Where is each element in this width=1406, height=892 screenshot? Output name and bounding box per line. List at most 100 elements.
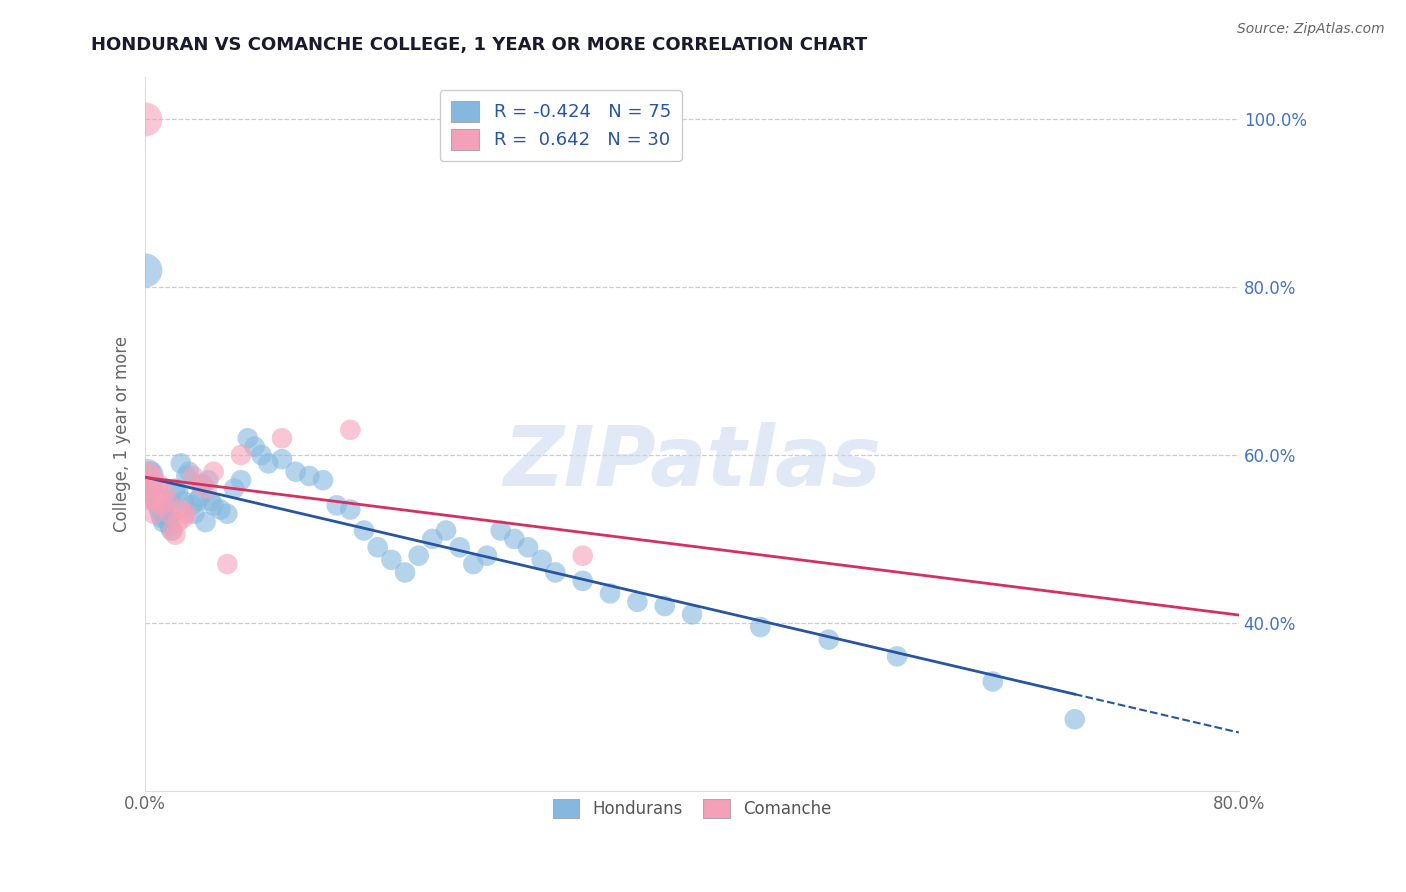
Point [503,532,526,546]
Point [197,473,219,487]
Point [138,477,160,491]
Point [170,456,193,470]
Point [188,490,211,504]
Point [681,607,703,622]
Point [229,473,252,487]
Point [148,502,170,516]
Point [271,431,294,445]
Point [180,499,202,513]
Point [517,541,540,555]
Point [325,499,347,513]
Point [571,574,593,588]
Point [173,511,195,525]
Point [817,632,839,647]
Point [229,448,252,462]
Point [981,674,1004,689]
Point [200,494,222,508]
Point [146,499,169,513]
Point [162,524,184,538]
Point [209,502,232,516]
Point [489,524,512,538]
Point [159,507,181,521]
Point [150,511,173,525]
Text: HONDURAN VS COMANCHE COLLEGE, 1 YEAR OR MORE CORRELATION CHART: HONDURAN VS COMANCHE COLLEGE, 1 YEAR OR … [91,36,868,54]
Point [156,494,179,508]
Point [165,527,187,541]
Point [156,494,179,508]
Point [146,482,169,496]
Point [139,473,162,487]
Point [284,465,307,479]
Point [150,499,173,513]
Point [135,485,157,500]
Point [142,482,165,496]
Point [654,599,676,613]
Point [143,494,166,508]
Point [353,524,375,538]
Text: ZIPatlas: ZIPatlas [503,422,882,503]
Point [224,482,246,496]
Point [136,473,159,487]
Point [134,263,156,277]
Point [176,507,198,521]
Point [195,482,218,496]
Point [463,557,485,571]
Point [312,473,335,487]
Legend: Hondurans, Comanche: Hondurans, Comanche [546,792,838,825]
Point [886,649,908,664]
Point [749,620,772,634]
Point [380,553,402,567]
Point [1063,712,1085,726]
Point [271,452,294,467]
Point [339,423,361,437]
Point [153,485,176,500]
Point [159,519,181,533]
Point [236,431,259,445]
Text: Source: ZipAtlas.com: Source: ZipAtlas.com [1237,22,1385,37]
Point [194,515,217,529]
Point [155,511,177,525]
Point [160,524,183,538]
Point [177,465,200,479]
Point [217,557,239,571]
Point [339,502,361,516]
Point [134,112,156,127]
Point [367,541,389,555]
Point [165,482,187,496]
Point [138,465,160,479]
Point [142,507,165,521]
Point [145,490,167,504]
Point [136,482,159,496]
Point [135,469,157,483]
Point [162,499,184,513]
Point [544,566,567,580]
Point [183,507,205,521]
Point [420,532,443,546]
Point [188,477,211,491]
Point [148,477,170,491]
Point [139,465,162,479]
Point [176,469,198,483]
Point [250,448,273,462]
Point [143,494,166,508]
Point [257,456,280,470]
Point [152,515,174,529]
Point [170,502,193,516]
Point [408,549,430,563]
Point [186,494,208,508]
Point [173,494,195,508]
Point [202,499,225,513]
Point [475,549,498,563]
Point [626,595,648,609]
Point [153,507,176,521]
Point [191,477,214,491]
Point [434,524,457,538]
Point [167,515,190,529]
Point [202,465,225,479]
Point [530,553,553,567]
Point [145,490,167,504]
Point [141,469,163,483]
Point [599,586,621,600]
Point [394,566,416,580]
Point [149,507,172,521]
